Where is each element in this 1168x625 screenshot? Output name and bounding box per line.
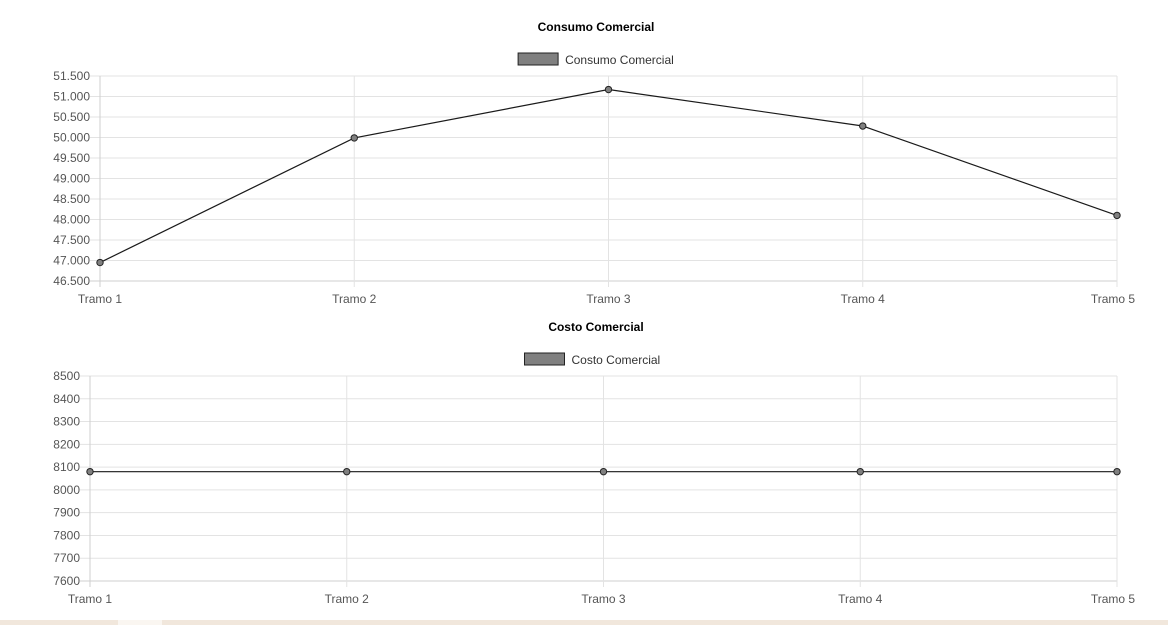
legend-label: Consumo Comercial — [565, 53, 674, 67]
y-tick-label: 8000 — [53, 483, 80, 497]
data-point — [86, 467, 94, 476]
y-tick-label: 7700 — [53, 551, 80, 565]
y-tick-label: 7900 — [53, 506, 80, 520]
chart-title: Consumo Comercial — [538, 20, 655, 34]
legend-swatch — [524, 352, 565, 366]
x-tick-label: Tramo 2 — [325, 592, 370, 606]
y-tick-label: 7600 — [53, 574, 80, 588]
legend-label: Costo Comercial — [572, 353, 661, 367]
bottom-scrollbar-thumb[interactable] — [118, 620, 162, 625]
y-tick-label: 8200 — [53, 437, 80, 451]
x-tick-label: Tramo 1 — [78, 292, 123, 306]
y-tick-label: 46.500 — [53, 274, 90, 288]
x-tick-label: Tramo 4 — [838, 592, 883, 606]
x-tick-label: Tramo 5 — [1091, 592, 1136, 606]
data-point — [856, 467, 864, 476]
y-tick-label: 48.000 — [53, 213, 90, 227]
data-point — [343, 467, 351, 476]
y-tick-label: 8100 — [53, 460, 80, 474]
y-tick-label: 51.500 — [53, 69, 90, 83]
y-tick-label: 51.000 — [53, 90, 90, 104]
x-tick-label: Tramo 3 — [586, 292, 631, 306]
y-tick-label: 7800 — [53, 528, 80, 542]
data-point — [1113, 467, 1121, 476]
legend-item: Costo Comercial — [524, 352, 661, 367]
data-point — [599, 467, 608, 476]
y-tick-label: 49.500 — [53, 151, 90, 165]
y-tick-label: 47.500 — [53, 233, 90, 247]
y-tick-label: 8300 — [53, 415, 80, 429]
chart-1: Consumo Comercial Consumo Comercial 51.500… — [53, 20, 1135, 306]
data-point — [859, 122, 867, 130]
data-point — [604, 85, 613, 94]
bottom-scrollbar-track[interactable] — [0, 620, 1168, 625]
chart-2: Costo Comercial Costo Comercial 8500 8400 83… — [53, 320, 1135, 606]
x-tick-label: Tramo 1 — [68, 592, 113, 606]
legend-swatch — [517, 52, 559, 66]
y-tick-label: 50.500 — [53, 110, 90, 124]
legend-item: Consumo Comercial — [517, 52, 674, 67]
y-tick-label: 47.000 — [53, 254, 90, 268]
y-tick-label: 48.500 — [53, 192, 90, 206]
x-tick-label: Tramo 2 — [332, 292, 377, 306]
data-point — [350, 134, 358, 142]
y-tick-label: 50.000 — [53, 131, 90, 145]
x-tick-label: Tramo 4 — [841, 292, 886, 306]
data-point — [96, 258, 104, 267]
chart-title: Costo Comercial — [548, 320, 643, 334]
x-tick-label: Tramo 3 — [581, 592, 626, 606]
data-point — [1113, 211, 1121, 220]
y-tick-label: 8500 — [53, 369, 80, 383]
x-tick-label: Tramo 5 — [1091, 292, 1136, 306]
y-tick-label: 8400 — [53, 392, 80, 406]
y-tick-label: 49.000 — [53, 172, 90, 186]
